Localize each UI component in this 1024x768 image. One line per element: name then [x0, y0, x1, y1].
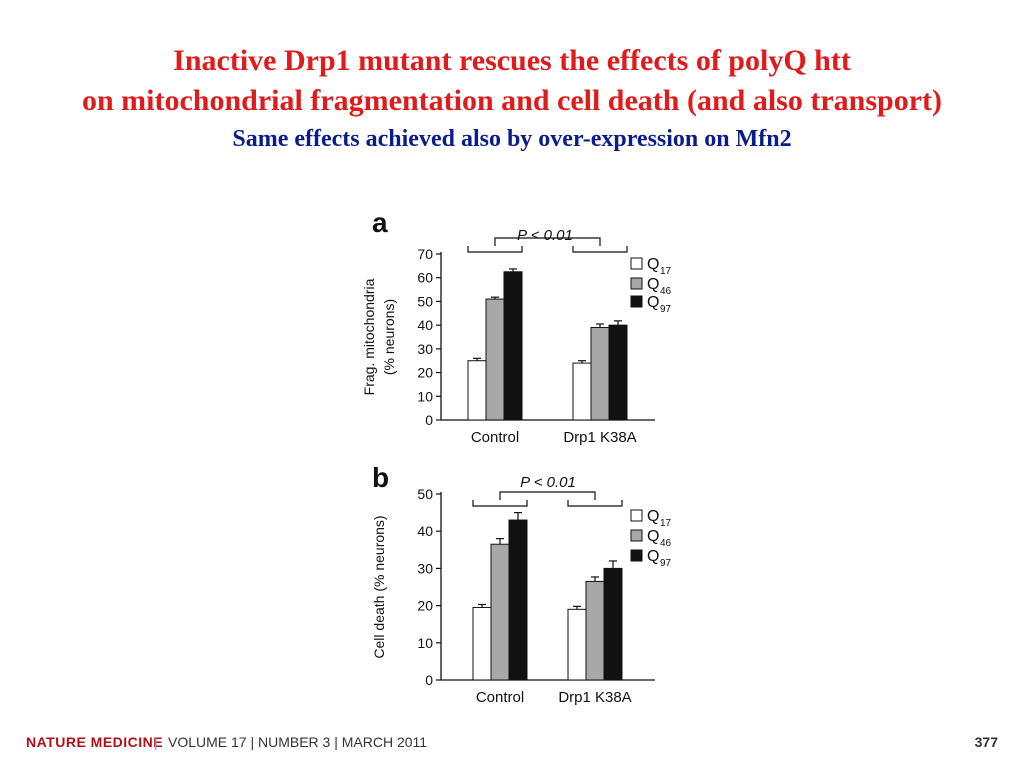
bar-a-1-Q17 [467, 360, 487, 421]
legend-swatch-b-Q46 [630, 529, 643, 542]
legend-subscript-b: 97 [660, 558, 672, 569]
slide-title-line-2: on mitochondrial fragmentation and cell … [81, 84, 942, 117]
journal-name: NATURE MEDICINE [26, 734, 164, 750]
y-tick-label-b: 50 [417, 486, 433, 502]
bracket-right-a [572, 246, 628, 253]
y-axis-label-a: Frag. mitochondria [361, 278, 377, 395]
y-tick-label-a: 10 [417, 388, 433, 404]
y-tick-label-a: 60 [417, 270, 433, 286]
bar-b-1-Q17 [472, 606, 492, 681]
category-label-a: Control [471, 429, 519, 446]
footer-separator: | [154, 734, 158, 750]
bracket-left-b [472, 500, 528, 507]
page-number: 377 [974, 734, 998, 750]
bar-b-1-Q46 [490, 543, 510, 681]
legend-label-a: Q [647, 294, 659, 311]
legend-swatch-a-Q46 [630, 277, 643, 290]
y-tick-label-a: 70 [417, 246, 433, 262]
y-axis-label-2-a: (% neurons) [381, 299, 397, 375]
category-label-a: Drp1 K38A [563, 429, 636, 446]
bar-b-1-Q97 [508, 519, 528, 681]
bracket-top-a [494, 237, 601, 246]
bar-b-2-Q46 [585, 580, 605, 681]
panel-label-a: a [372, 207, 388, 238]
y-tick-label-b: 40 [417, 523, 433, 539]
legend-swatch-a-Q97 [630, 295, 643, 308]
bracket-right-b [567, 500, 623, 507]
volume-info: VOLUME 17 | NUMBER 3 | MARCH 2011 [168, 734, 428, 750]
legend-label-b: Q [647, 528, 659, 545]
y-axis-label-b: Cell death (% neurons) [371, 515, 387, 658]
y-tick-label-a: 50 [417, 293, 433, 309]
bar-b-2-Q97 [603, 567, 623, 681]
legend-label-b: Q [647, 548, 659, 565]
legend-swatch-b-Q97 [630, 549, 643, 562]
legend-label-b: Q [647, 508, 659, 525]
legend-subscript-a: 46 [660, 286, 672, 297]
legend-subscript-a: 17 [660, 266, 672, 277]
y-tick-label-b: 30 [417, 560, 433, 576]
significance-label-b: P < 0.01 [520, 474, 576, 491]
legend-swatch-b-Q17 [630, 509, 643, 522]
bracket-left-a [467, 246, 523, 253]
bar-b-2-Q17 [567, 608, 587, 681]
slide-title-line-1: Inactive Drp1 mutant rescues the effects… [173, 44, 851, 77]
y-tick-label-a: 0 [425, 412, 433, 428]
legend-subscript-b: 17 [660, 518, 672, 529]
bar-a-2-Q97 [608, 324, 628, 421]
significance-label-a: P < 0.01 [517, 227, 573, 244]
legend-subscript-a: 97 [660, 304, 672, 315]
panel-label-b: b [372, 462, 389, 493]
y-tick-label-b: 20 [417, 598, 433, 614]
bracket-top-b [499, 491, 596, 500]
slide-subtitle: Same effects achieved also by over-expre… [232, 126, 792, 152]
legend-label-a: Q [647, 256, 659, 273]
y-tick-label-b: 10 [417, 635, 433, 651]
bar-a-1-Q46 [485, 298, 505, 421]
legend-label-a: Q [647, 276, 659, 293]
category-label-b: Drp1 K38A [558, 689, 631, 706]
legend-swatch-a-Q17 [630, 257, 643, 270]
category-label-b: Control [476, 689, 524, 706]
bar-a-2-Q46 [590, 327, 610, 421]
y-tick-label-a: 20 [417, 365, 433, 381]
y-tick-label-a: 30 [417, 341, 433, 357]
bar-a-2-Q17 [572, 362, 592, 421]
y-tick-label-a: 40 [417, 317, 433, 333]
bar-a-1-Q97 [503, 271, 523, 421]
legend-subscript-b: 46 [660, 538, 672, 549]
y-tick-label-b: 0 [425, 672, 433, 688]
